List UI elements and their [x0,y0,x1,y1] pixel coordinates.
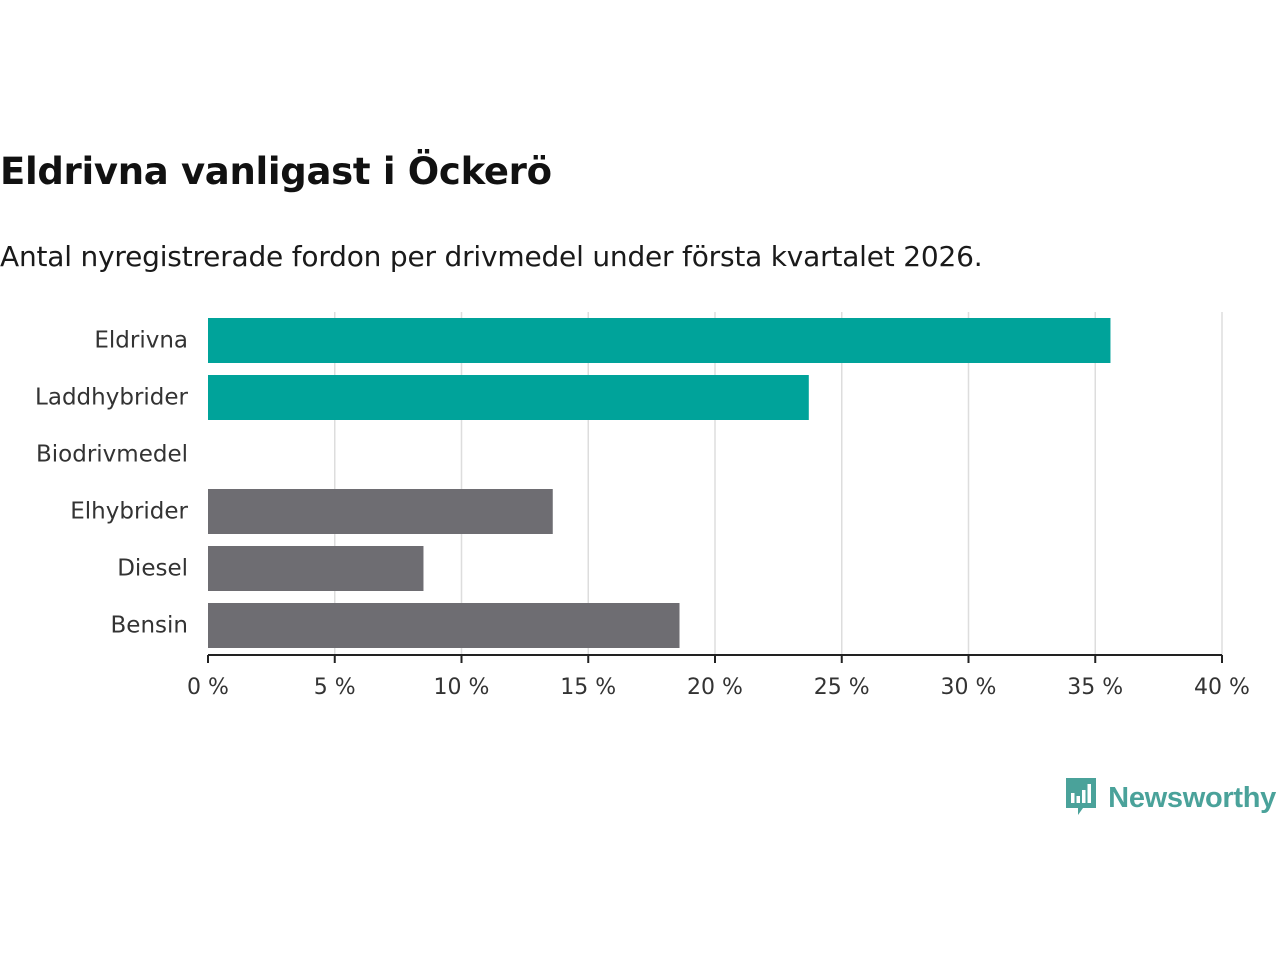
category-label: Diesel [117,556,188,582]
brand-name: Newsworthy [1108,781,1276,814]
category-label: Bensin [111,613,188,639]
chart-title: Eldrivna vanligast i Öckerö [0,150,552,193]
x-tick-label: 5 % [314,675,356,700]
category-label: Biodrivmedel [36,442,188,468]
x-tick-label: 35 % [1067,675,1123,700]
bar-chart: Eldrivna Laddhybrider Biodrivmedel Elhybrid… [35,312,1250,700]
chart-subtitle: Antal nyregistrerade fordon per drivmede… [0,240,983,273]
x-tick-label: 15 % [560,675,616,700]
newsworthy-chart-icon [1064,776,1098,820]
bar-eldrivna [208,318,1111,363]
category-label: Eldrivna [94,328,188,354]
x-tick-label: 0 % [187,675,229,700]
bars [208,318,1111,648]
gridlines [334,312,1223,655]
x-tick-label: 40 % [1194,675,1250,700]
x-tick-label: 10 % [434,675,490,700]
x-tick-label: 25 % [814,675,870,700]
category-label: Laddhybrider [35,385,188,411]
x-tick-label: 20 % [687,675,743,700]
newsworthy-logo: Newsworthy [1064,776,1276,820]
bar-laddhybrider [208,375,809,420]
bar-diesel [208,546,424,591]
bar-elhybrider [208,489,553,534]
x-tick-label: 30 % [941,675,997,700]
category-labels: Eldrivna Laddhybrider Biodrivmedel Elhybrid… [35,328,188,639]
bar-bensin [208,603,680,648]
category-label: Elhybrider [70,499,188,525]
x-axis: 0 % 5 % 10 % 15 % 20 % 25 % 30 % 35 % 40 % [187,654,1250,700]
